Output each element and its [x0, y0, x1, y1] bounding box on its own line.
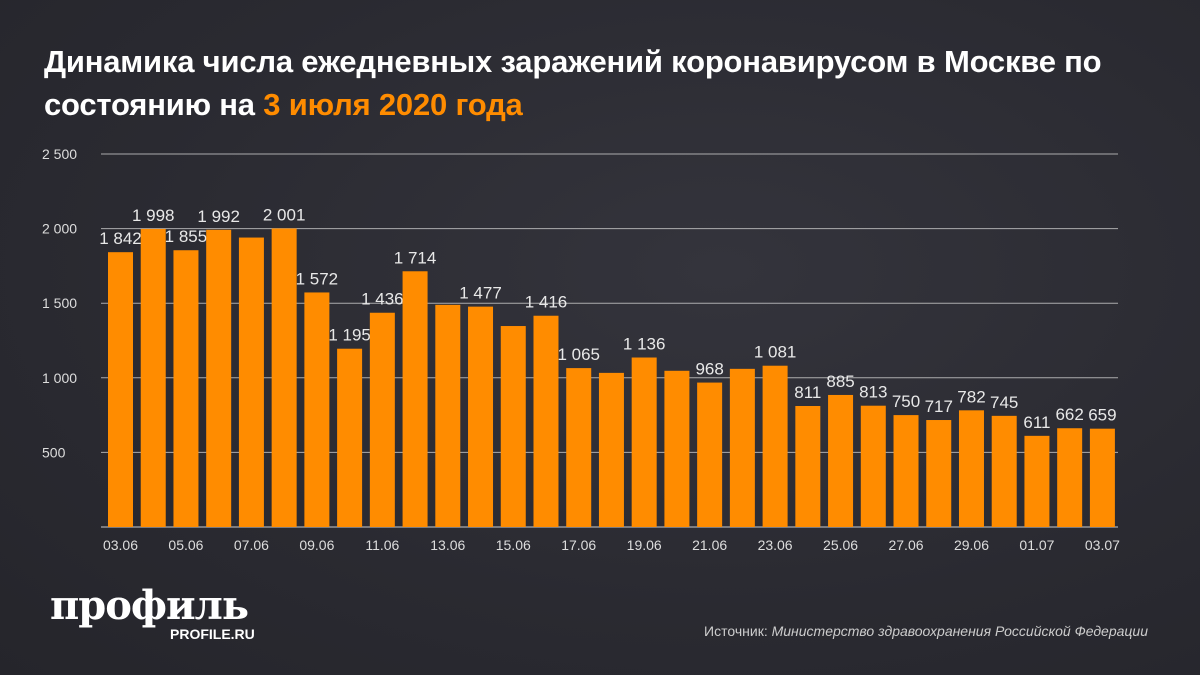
value-label: 1 065 [557, 345, 600, 364]
bar-11.06 [369, 312, 395, 527]
bar-24.06 [795, 405, 821, 527]
y-tick-label: 2 000 [42, 221, 77, 237]
value-label: 1 081 [754, 343, 797, 362]
x-tick-label: 21.06 [692, 537, 727, 553]
bar-05.06 [173, 250, 199, 527]
bar-06.06 [206, 229, 232, 528]
value-label: 1 714 [394, 248, 437, 267]
bar-28.06 [926, 420, 952, 527]
x-tick-label: 29.06 [954, 537, 989, 553]
value-label: 1 842 [99, 229, 142, 248]
x-tick-label: 15.06 [496, 537, 531, 553]
value-label: 1 477 [459, 284, 502, 303]
logo-url: PROFILE.RU [170, 626, 255, 642]
value-label: 813 [859, 383, 887, 402]
bar-08.06 [271, 228, 297, 527]
x-tick-label: 13.06 [430, 537, 465, 553]
x-tick-label: 25.06 [823, 537, 858, 553]
bar-15.06 [500, 326, 526, 527]
value-label: 611 [1023, 413, 1050, 432]
y-tick-label: 2 500 [42, 146, 77, 162]
logo: профиль [50, 582, 249, 629]
value-label: 1 572 [296, 269, 339, 288]
bar-02.07 [1057, 428, 1083, 527]
bar-12.06 [402, 271, 428, 527]
bar-23.06 [762, 365, 788, 527]
value-label: 885 [826, 372, 854, 391]
value-label: 811 [794, 383, 821, 402]
value-label: 745 [990, 393, 1018, 412]
bar-03.07 [1089, 428, 1115, 527]
x-tick-label: 11.06 [365, 537, 399, 553]
bar-13.06 [435, 304, 461, 527]
x-tick-label: 01.07 [1019, 537, 1054, 553]
bar-16.06 [533, 315, 559, 527]
bar-29.06 [958, 410, 984, 527]
bar-07.06 [238, 237, 264, 527]
value-label: 1 992 [197, 207, 240, 226]
bar-14.06 [468, 306, 494, 527]
bar-10.06 [337, 348, 363, 527]
value-label: 1 416 [525, 293, 568, 312]
x-tick-label: 03.07 [1085, 537, 1120, 553]
x-tick-label: 23.06 [758, 537, 793, 553]
x-tick-label: 27.06 [888, 537, 923, 553]
bar-26.06 [860, 405, 886, 527]
x-tick-label: 17.06 [561, 537, 596, 553]
value-label: 2 001 [263, 205, 306, 224]
value-label: 750 [892, 392, 920, 411]
source-note: Источник: Министерство здравоохранения Р… [704, 623, 1148, 639]
bar-30.06 [991, 415, 1017, 527]
y-tick-label: 1 500 [42, 295, 77, 311]
value-label: 1 436 [361, 290, 404, 309]
value-label: 1 855 [165, 227, 208, 246]
bar-19.06 [631, 357, 657, 527]
bar-25.06 [828, 394, 854, 527]
value-label: 1 998 [132, 206, 175, 225]
value-label: 1 136 [623, 335, 666, 354]
value-label: 662 [1055, 405, 1083, 424]
bar-04.06 [140, 228, 166, 527]
title-date-highlight: 3 июля 2020 года [263, 87, 523, 122]
value-label: 1 195 [328, 326, 371, 345]
y-tick-label: 1 000 [42, 370, 77, 386]
x-tick-label: 05.06 [168, 537, 203, 553]
value-label: 659 [1088, 406, 1116, 425]
x-tick-label: 07.06 [234, 537, 269, 553]
bar-27.06 [893, 415, 919, 527]
value-label: 968 [695, 360, 723, 379]
bar-01.07 [1024, 435, 1050, 527]
bar-09.06 [304, 292, 330, 527]
bar-18.06 [598, 372, 624, 527]
x-tick-label: 19.06 [627, 537, 662, 553]
value-label: 717 [925, 397, 953, 416]
x-tick-label: 09.06 [299, 537, 334, 553]
value-label: 782 [957, 387, 985, 406]
chart-title: Динамика числа ежедневных заражений коро… [44, 44, 1102, 122]
bar-22.06 [729, 368, 755, 527]
y-tick-label: 500 [42, 444, 66, 460]
x-tick-label: 03.06 [103, 537, 138, 553]
bar-03.06 [108, 252, 133, 528]
bar-20.06 [664, 370, 690, 527]
bar-17.06 [566, 368, 592, 527]
bar-21.06 [697, 382, 723, 527]
